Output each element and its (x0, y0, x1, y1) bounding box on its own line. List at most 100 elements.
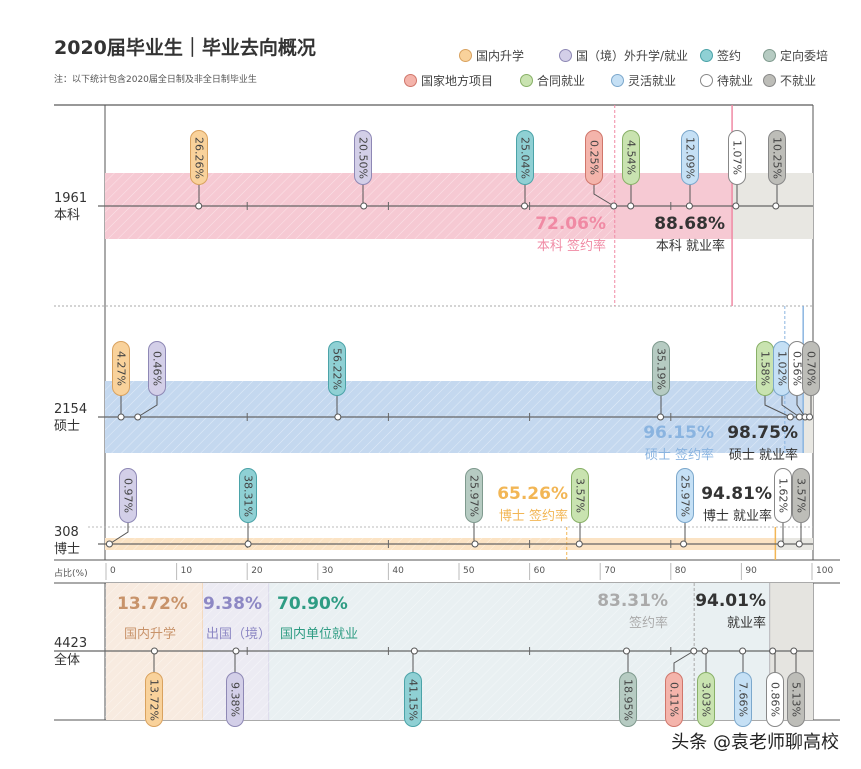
value-bubble: 3.57% (571, 468, 589, 523)
value-bubble: 0.86% (766, 672, 784, 727)
value-bubble: 18.95% (619, 672, 637, 727)
legend-swatch (700, 49, 713, 62)
segment-point (732, 202, 740, 210)
legend-swatch (559, 49, 572, 62)
legend-swatch (763, 49, 776, 62)
segment-point (575, 540, 583, 548)
legend-item: 国（境）外升学/就业 (559, 47, 688, 64)
note: 注：以下统计包含2020届全日制及非全日制毕业生 (54, 75, 257, 85)
value-bubble: 9.38% (226, 672, 244, 727)
value-bubble: 12.09% (681, 130, 699, 185)
legend-label: 合同就业 (537, 74, 586, 88)
legend-label: 国（境）外升学/就业 (576, 49, 689, 63)
legend-swatch (459, 49, 472, 62)
sign-rate-label: 博士 签约率 (498, 509, 568, 524)
segment-point (690, 647, 698, 655)
bubble-stem (781, 396, 800, 418)
value-bubble: 3.03% (697, 672, 715, 727)
bubble-stem (109, 523, 129, 545)
value-bubble: 1.62% (774, 468, 792, 523)
axis-tick-label: 100 (816, 566, 834, 576)
value-bubble: 25.97% (465, 468, 483, 523)
employ-rate-value: 98.75% (727, 423, 798, 443)
segment-point (410, 647, 418, 655)
legend-swatch (611, 74, 624, 87)
employ-rate-label: 就业率 (726, 616, 766, 631)
value-bubble: 0.70% (802, 341, 820, 396)
segment-point (521, 202, 529, 210)
group-label: 国内升学 (124, 627, 177, 642)
value-bubble: 4.54% (622, 130, 640, 185)
segment-point (786, 413, 794, 421)
bubble-stem (137, 396, 158, 418)
row-label-doctor: 308 博士 (54, 525, 81, 557)
segment-point (806, 413, 814, 421)
axis-tick-label: 80 (674, 566, 687, 576)
segment-point (244, 540, 252, 548)
sign-rate-value: 65.26% (497, 484, 568, 504)
axis-tick-label: 40 (392, 566, 404, 576)
legend-label: 国家地方项目 (421, 74, 494, 88)
segment-point (790, 647, 798, 655)
value-bubble: 25.97% (676, 468, 694, 523)
legend-swatch (520, 74, 533, 87)
segment-point (117, 413, 125, 421)
axis-tick-label: 70 (604, 566, 616, 576)
legend-item: 合同就业 (520, 72, 585, 89)
employ-rate-value: 94.81% (701, 484, 772, 504)
sign-rate-label: 签约率 (628, 616, 668, 631)
value-bubble: 1.58% (756, 341, 774, 396)
axis-tick-label: 50 (463, 566, 475, 576)
segment-point (772, 202, 780, 210)
legend-swatch (700, 74, 713, 87)
employ-rate-label: 本科 就业率 (655, 239, 725, 254)
legend-item: 灵活就业 (611, 72, 676, 89)
segment-point (150, 647, 158, 655)
sign-rate-value: 96.15% (643, 423, 714, 443)
value-bubble: 4.27% (112, 341, 130, 396)
row-label-master: 2154 硕士 (54, 402, 88, 434)
segment-point (232, 647, 240, 655)
row-label-bachelor: 1961 本科 (54, 191, 88, 223)
segment-point (769, 647, 777, 655)
legend-item: 签约 (700, 47, 741, 64)
employ-rate-label: 硕士 就业率 (728, 448, 798, 463)
value-bubble: 38.31% (239, 468, 257, 523)
axis-tick-label: 60 (533, 566, 546, 576)
value-bubble: 13.72% (145, 672, 163, 727)
segment-point (701, 647, 709, 655)
value-bubble: 0.25% (585, 130, 603, 185)
axis-tick-label: 20 (251, 566, 263, 576)
segment-point (795, 540, 803, 548)
segment-point (685, 202, 693, 210)
value-bubble: 26.26% (190, 130, 208, 185)
sign-rate-label: 硕士 签约率 (644, 448, 714, 463)
segment-point (739, 647, 747, 655)
employ-rate-label: 博士 就业率 (702, 509, 772, 524)
legend-item: 国内升学 (459, 47, 524, 64)
axis-tick-label: 10 (180, 566, 193, 576)
value-bubble: 35.19% (652, 341, 670, 396)
employ-rate-value: 88.68% (654, 214, 725, 234)
legend-item: 不就业 (763, 72, 816, 89)
bubble-stem (593, 185, 615, 207)
value-bubble: 20.50% (354, 130, 372, 185)
value-bubble: 0.97% (119, 468, 137, 523)
value-bubble: 5.13% (787, 672, 805, 727)
bubble-stem (764, 396, 791, 418)
segment-point (471, 540, 479, 548)
axis-tick-label: 30 (321, 566, 334, 576)
segment-point (334, 413, 342, 421)
legend-item: 待就业 (700, 72, 753, 89)
group-value: 13.72% (117, 594, 188, 614)
segment-point (134, 413, 142, 421)
legend-item: 定向委培 (763, 47, 828, 64)
legend-label: 不就业 (780, 74, 817, 88)
bubble-stem (673, 650, 695, 672)
employ-rate-value: 94.01% (695, 591, 766, 611)
value-bubble: 10.25% (768, 130, 786, 185)
value-bubble: 25.04% (516, 130, 534, 185)
legend-label: 待就业 (717, 74, 754, 88)
